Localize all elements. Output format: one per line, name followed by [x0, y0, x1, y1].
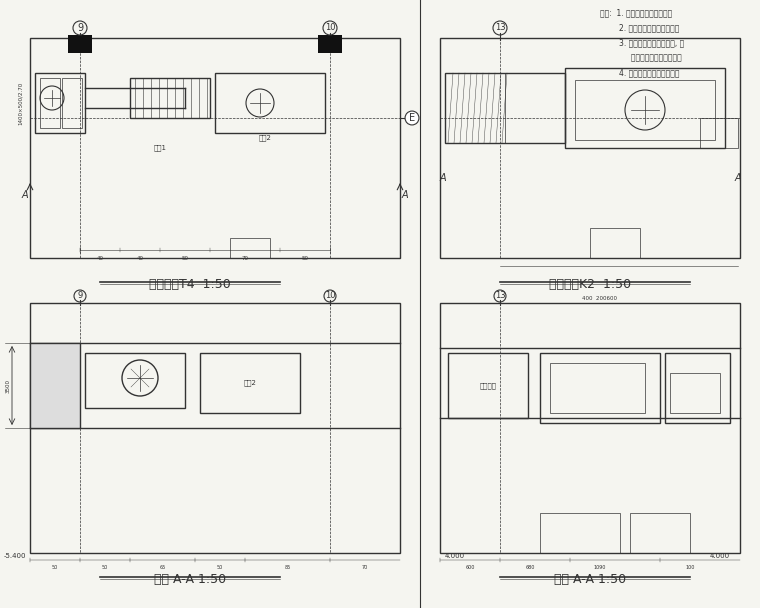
- Text: 600: 600: [465, 565, 475, 570]
- Text: 50: 50: [182, 256, 188, 261]
- Bar: [130, 78, 210, 118]
- Text: 剖面 A-A 1:50: 剖面 A-A 1:50: [154, 573, 226, 586]
- Text: 3. 图示设备尺寸仅供参考, 请: 3. 图示设备尺寸仅供参考, 请: [600, 38, 684, 47]
- Bar: [68, 35, 92, 53]
- Text: 9: 9: [77, 23, 83, 33]
- Text: 通风机房T4  1:50: 通风机房T4 1:50: [149, 278, 231, 291]
- Bar: [670, 373, 720, 413]
- Bar: [215, 73, 325, 133]
- Text: 风机2: 风机2: [243, 379, 256, 386]
- Bar: [30, 38, 400, 258]
- Bar: [445, 73, 565, 143]
- Text: 3500: 3500: [5, 379, 11, 393]
- Text: 50: 50: [217, 565, 223, 570]
- Text: -5.400: -5.400: [4, 553, 27, 559]
- Text: 40: 40: [97, 256, 103, 261]
- Bar: [700, 118, 738, 148]
- Text: 4. 如与平面有误以及原详图: 4. 如与平面有误以及原详图: [600, 68, 679, 77]
- Bar: [35, 73, 85, 133]
- Text: 65: 65: [160, 565, 166, 570]
- Text: A: A: [735, 173, 741, 183]
- Text: 13: 13: [495, 291, 505, 300]
- Text: 40: 40: [137, 256, 144, 261]
- Bar: [318, 35, 342, 53]
- Text: A: A: [22, 190, 28, 200]
- Text: 100: 100: [686, 565, 695, 570]
- Bar: [590, 228, 640, 258]
- Text: 50: 50: [52, 565, 58, 570]
- Bar: [540, 353, 660, 423]
- Text: A: A: [402, 190, 408, 200]
- Text: 4.000: 4.000: [445, 553, 465, 559]
- Bar: [40, 78, 60, 128]
- Bar: [30, 303, 400, 553]
- Text: 新风机组: 新风机组: [480, 382, 496, 389]
- Text: 风机2: 风机2: [258, 135, 271, 141]
- Text: 50: 50: [302, 256, 309, 261]
- Bar: [550, 363, 645, 413]
- Text: 10: 10: [325, 24, 335, 32]
- Bar: [440, 303, 740, 553]
- Bar: [575, 80, 715, 140]
- Text: 400  200600: 400 200600: [582, 296, 617, 301]
- Text: 10: 10: [325, 291, 335, 300]
- Text: 50: 50: [102, 565, 108, 570]
- Text: E: E: [409, 113, 415, 123]
- Bar: [565, 68, 725, 148]
- Text: 1400×500/2.70: 1400×500/2.70: [18, 81, 23, 125]
- Text: 剖面 A-A 1:50: 剖面 A-A 1:50: [554, 573, 626, 586]
- Text: 空调机房K2  1:50: 空调机房K2 1:50: [549, 278, 631, 291]
- Bar: [540, 513, 620, 553]
- Text: 1090: 1090: [594, 565, 606, 570]
- Bar: [230, 238, 270, 258]
- Text: 风机1: 风机1: [154, 145, 166, 151]
- Bar: [630, 513, 690, 553]
- Text: 70: 70: [242, 256, 249, 261]
- Bar: [440, 38, 740, 258]
- Text: A: A: [440, 173, 446, 183]
- Text: 9: 9: [78, 291, 83, 300]
- Text: 680: 680: [525, 565, 535, 570]
- Bar: [62, 78, 82, 128]
- Bar: [200, 353, 300, 413]
- Bar: [30, 343, 80, 428]
- Bar: [665, 353, 730, 423]
- Text: 2. 空调通数管管径详见空调: 2. 空调通数管管径详见空调: [600, 23, 679, 32]
- Text: 由设计院确认后方可施工: 由设计院确认后方可施工: [600, 53, 682, 62]
- Text: 说明:  1. 设备编号详见各层平面: 说明: 1. 设备编号详见各层平面: [600, 8, 673, 17]
- Bar: [85, 353, 185, 408]
- Text: 13: 13: [495, 24, 505, 32]
- Text: 70: 70: [362, 565, 368, 570]
- Text: 85: 85: [284, 565, 290, 570]
- Text: 4.000: 4.000: [710, 553, 730, 559]
- Bar: [448, 353, 528, 418]
